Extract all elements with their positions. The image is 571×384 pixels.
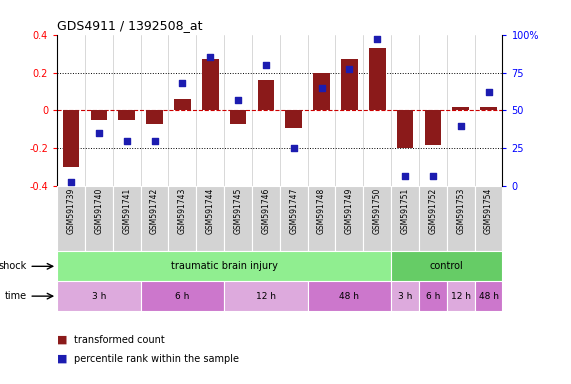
Point [262,62,271,68]
Point [150,138,159,144]
Bar [168,186,196,252]
Text: GSM591745: GSM591745 [234,188,243,234]
Text: GSM591749: GSM591749 [345,188,354,234]
Point [345,66,354,73]
Bar [286,111,302,127]
Bar [280,186,308,252]
Bar [224,281,308,311]
Bar [475,281,502,311]
Text: GSM591742: GSM591742 [150,188,159,234]
Bar [140,186,168,252]
Bar [308,281,391,311]
Bar [202,59,219,111]
Point [178,80,187,86]
Bar [252,186,280,252]
Bar [475,186,502,252]
Text: GSM591743: GSM591743 [178,188,187,234]
Bar [397,111,413,148]
Text: 3 h: 3 h [398,291,412,301]
Text: GSM591750: GSM591750 [373,188,382,234]
Text: GSM591746: GSM591746 [262,188,271,234]
Text: GSM591741: GSM591741 [122,188,131,234]
Bar [419,186,447,252]
Text: traumatic brain injury: traumatic brain injury [171,262,278,271]
Bar [341,59,357,111]
Point [122,138,131,144]
Bar [480,107,497,111]
Text: control: control [430,262,464,271]
Bar [57,186,85,252]
Bar [196,186,224,252]
Bar [230,111,247,124]
Point [234,97,243,103]
Point [289,145,298,151]
Point [206,54,215,60]
Text: ■: ■ [57,354,67,364]
Text: 48 h: 48 h [339,291,359,301]
Bar [85,186,113,252]
Text: transformed count: transformed count [74,335,165,345]
Text: GSM591752: GSM591752 [428,188,437,234]
Bar [308,186,336,252]
Bar [118,111,135,120]
Text: 12 h: 12 h [451,291,471,301]
Bar [57,252,391,281]
Text: GSM591740: GSM591740 [94,188,103,234]
Text: GSM591744: GSM591744 [206,188,215,234]
Point [373,36,382,42]
Bar [363,186,391,252]
Text: shock: shock [0,262,26,271]
Point [400,173,409,179]
Bar [258,80,274,111]
Point [317,84,326,91]
Bar [447,186,475,252]
Point [484,89,493,95]
Point [66,179,75,185]
Text: GSM591747: GSM591747 [289,188,298,234]
Bar [391,186,419,252]
Point [94,130,103,136]
Bar [140,281,224,311]
Text: 6 h: 6 h [175,291,190,301]
Text: 12 h: 12 h [256,291,276,301]
Text: GSM591754: GSM591754 [484,188,493,234]
Text: GSM591753: GSM591753 [456,188,465,234]
Bar [112,186,140,252]
Text: percentile rank within the sample: percentile rank within the sample [74,354,239,364]
Bar [146,111,163,124]
Bar [447,281,475,311]
Bar [419,281,447,311]
Text: 6 h: 6 h [426,291,440,301]
Text: GSM591739: GSM591739 [66,188,75,234]
Bar [391,281,419,311]
Bar [369,48,385,111]
Bar [174,99,191,111]
Bar [57,281,140,311]
Text: GSM591751: GSM591751 [400,188,409,234]
Point [456,122,465,129]
Text: ■: ■ [57,335,67,345]
Text: 3 h: 3 h [92,291,106,301]
Text: GSM591748: GSM591748 [317,188,326,234]
Text: GDS4911 / 1392508_at: GDS4911 / 1392508_at [57,19,203,32]
Bar [335,186,363,252]
Bar [90,111,107,120]
Bar [224,186,252,252]
Bar [425,111,441,145]
Point [428,173,437,179]
Text: time: time [5,291,26,301]
Text: 48 h: 48 h [478,291,498,301]
Bar [313,73,330,111]
Bar [452,107,469,111]
Bar [63,111,79,167]
Bar [391,252,502,281]
